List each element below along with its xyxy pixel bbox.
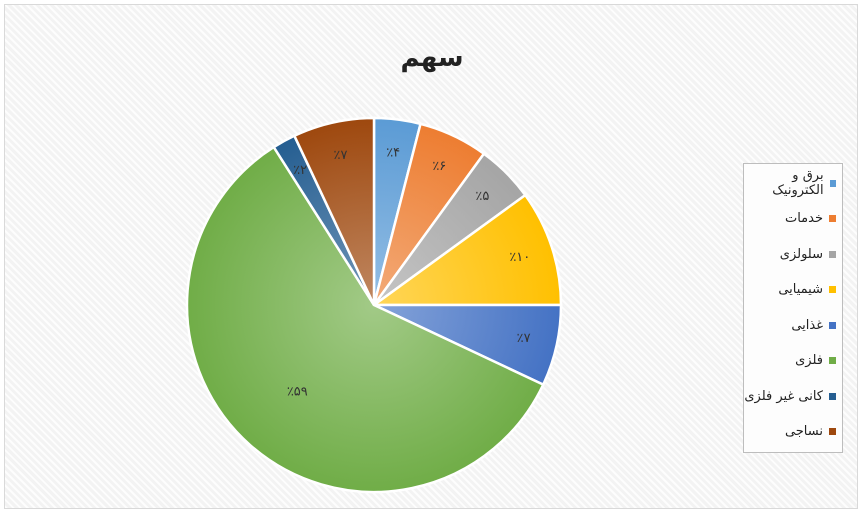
- data-label: ٪۶: [432, 159, 446, 174]
- legend-item: کانی غیر فلزی: [744, 387, 836, 405]
- legend-label: غذایی: [791, 317, 823, 333]
- legend-item: نساجی: [785, 423, 836, 441]
- data-label: ٪۴: [386, 145, 400, 160]
- legend-item: خدمات: [785, 210, 836, 228]
- legend-swatch: [829, 286, 836, 293]
- legend-label: برق و الکترونیک: [772, 168, 824, 198]
- data-label: ٪۷: [334, 148, 348, 163]
- pie-chart: ٪۴ ٪۶ ٪۵ ٪۱۰ ٪۷ ٪۵۹ ٪۲ ٪۷: [185, 116, 563, 494]
- data-label: ٪۵: [475, 189, 489, 204]
- legend-swatch: [829, 428, 836, 435]
- legend-label: فلزی: [795, 353, 823, 368]
- data-label: ٪۵۹: [287, 385, 308, 400]
- chart-title: سهم: [400, 43, 464, 73]
- pie-slice: [292, 116, 376, 306]
- legend-label: نساجی: [784, 424, 823, 439]
- data-label: ٪۷: [517, 331, 531, 346]
- legend-label: شیمیایی: [778, 282, 823, 297]
- legend-swatch: [829, 179, 836, 187]
- pie-slice: [370, 193, 563, 307]
- legend-label: سلولزی: [779, 246, 823, 262]
- legend-item: سلولزی: [780, 245, 836, 263]
- legend-item: فلزی: [795, 352, 836, 370]
- legend-label: خدمات: [784, 211, 823, 226]
- legend-swatch: [829, 392, 836, 400]
- chart-legend: برق و الکترونیک خدمات سلولزی شیمیایی غذایی فل…: [743, 163, 843, 453]
- chart-area: سهم ٪۴ ٪۶ ٪۵ ٪۱۰ ٪۷ ٪۵۹ ٪۲ ٪۷ برق و الکترونیک خد…: [4, 4, 858, 509]
- data-label: ٪۲: [293, 163, 307, 178]
- legend-item: شیمیایی: [778, 281, 836, 299]
- legend-swatch: [829, 357, 836, 364]
- legend-swatch: [829, 250, 836, 258]
- legend-label: کانی غیر فلزی: [744, 388, 823, 404]
- legend-item: غذایی: [791, 316, 836, 334]
- legend-swatch: [829, 215, 836, 222]
- legend-swatch: [829, 321, 836, 329]
- pie-slice: [185, 145, 545, 494]
- legend-item: برق و الکترونیک: [744, 168, 836, 198]
- data-label: ٪۱۰: [509, 250, 530, 265]
